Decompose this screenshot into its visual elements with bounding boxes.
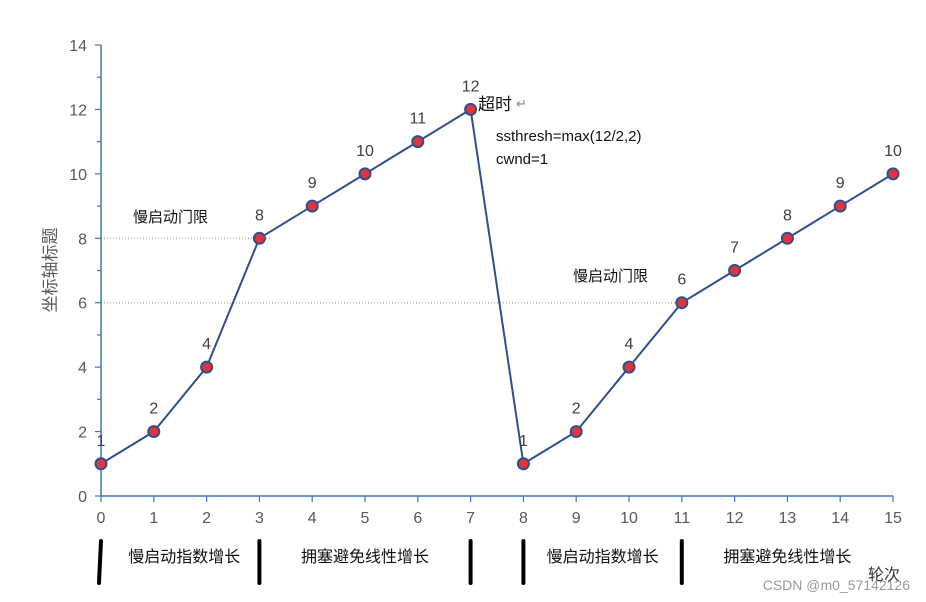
ssthresh-note: ssthresh=max(12/2,2) [496,128,641,145]
data-label: 8 [783,207,792,224]
data-point-marker [780,231,794,245]
data-label: 1 [519,433,528,450]
y-tick-label: 4 [78,360,87,377]
data-label: 11 [409,111,426,128]
data-label: 2 [149,401,158,418]
x-tick-label: 0 [97,510,106,527]
x-tick-label: 13 [779,510,797,527]
x-tick-label: 8 [519,510,528,527]
data-point-marker [728,264,742,277]
data-point-marker [569,425,583,439]
data-point-marker [516,457,530,471]
x-tick-label: 6 [413,510,422,527]
x-tick-label: 3 [255,510,264,527]
phase-bars: 慢启动指数增长 拥塞避免线性增长 慢启动指数增长 拥塞避免线性增长 [97,539,851,585]
data-label: 9 [308,175,317,192]
data-label: 12 [462,78,480,95]
data-label: 6 [677,272,686,289]
cwnd-note: cwnd=1 [496,151,548,168]
x-tick-label: 11 [673,510,690,527]
timeout-return-mark: ↵ [516,97,527,112]
x-tick-label: 5 [361,510,370,527]
watermark: CSDN @m0_57142126 [763,577,911,593]
x-tick-label: 12 [726,510,744,527]
x-tick-label: 10 [620,510,638,527]
x-axis-title: 轮次 [868,565,900,584]
timeout-label: 超时 [478,95,512,115]
data-point-marker [411,135,425,149]
y-tick-label: 6 [78,296,87,313]
data-point-marker [622,360,636,374]
phase-label: 慢启动指数增长 [547,547,659,566]
data-point-marker [252,231,266,245]
phase-label: 慢启动指数增长 [128,547,240,566]
x-tick-label: 1 [149,510,158,527]
data-point-marker [358,167,372,181]
x-tick-label: 15 [884,510,902,527]
series-line [100,107,894,466]
data-point-marker [200,360,214,374]
x-tick-label: 14 [831,510,849,527]
data-point-marker [147,425,161,439]
y-tick-label: 10 [69,167,87,184]
data-point-marker [675,296,689,310]
x-tick-label: 2 [202,510,211,527]
phase-label: 拥塞避免线性增长 [723,547,851,566]
data-label: 9 [836,175,845,192]
y-tick-label: 2 [78,425,87,442]
x-tick-label: 9 [572,510,581,527]
threshold-label-2: 慢启动门限 [573,267,648,285]
data-label: 1 [97,433,106,450]
y-tick-label: 8 [78,231,87,248]
data-label: 4 [625,336,634,353]
x-tick-label: 7 [466,510,475,527]
threshold-lines [101,237,682,304]
data-point-marker [305,199,319,213]
series-window-size [94,102,900,471]
data-label: 10 [356,143,374,160]
data-label: 10 [884,143,902,160]
phase-separator-mark [97,539,103,585]
data-label: 4 [202,336,211,353]
threshold-label-1: 慢启动门限 [133,208,208,226]
data-point-marker [886,167,900,181]
phase-label: 拥塞避免线性增长 [301,547,429,566]
y-tick-label: 0 [78,489,87,506]
data-label: 2 [572,401,581,418]
y-tick-label: 12 [69,102,87,119]
data-point-marker [464,102,478,116]
y-tick-label: 14 [69,38,87,55]
y-axis-title: 坐标轴标题 [41,228,61,313]
data-label: 8 [255,207,264,224]
data-point-marker [94,457,108,471]
x-tick-label: 4 [308,510,317,527]
data-point-marker [833,199,847,213]
data-label: 7 [730,240,739,257]
